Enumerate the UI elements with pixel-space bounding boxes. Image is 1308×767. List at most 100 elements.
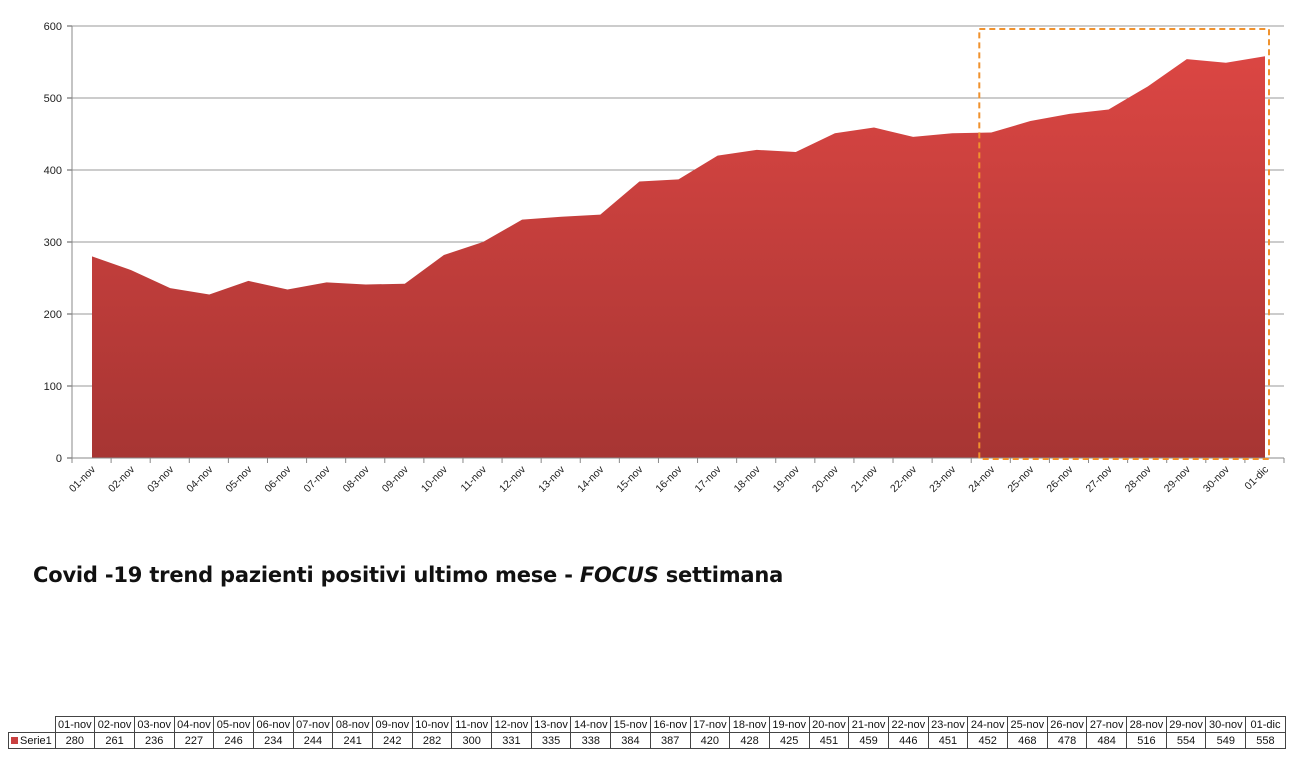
x-tick-label: 11-nov xyxy=(458,463,489,494)
x-tick-label: 20-nov xyxy=(810,463,842,495)
x-tick-label: 23-nov xyxy=(927,463,959,495)
x-tick-label: 17-nov xyxy=(693,463,725,495)
x-tick-label: 09-nov xyxy=(380,463,412,495)
table-value-cell: 261 xyxy=(94,732,135,749)
x-tick-label: 19-nov xyxy=(771,463,803,495)
table-value-cell: 484 xyxy=(1086,732,1128,749)
focus-week-highlight-box xyxy=(978,28,1270,460)
table-header-cell: 26-nov xyxy=(1046,716,1088,733)
title-prefix: Covid -19 trend pazienti positivi ultimo… xyxy=(33,563,580,587)
x-tick-label: 25-nov xyxy=(1005,463,1037,495)
x-tick-label: 27-nov xyxy=(1084,463,1116,495)
y-tick-label: 200 xyxy=(44,309,62,321)
table-header-cell: 11-nov xyxy=(451,716,493,733)
legend-swatch xyxy=(11,736,18,744)
y-tick-label: 0 xyxy=(56,453,62,465)
table-value-cell: 241 xyxy=(332,732,373,749)
chart-title: Covid -19 trend pazienti positivi ultimo… xyxy=(33,563,783,587)
table-header-cell: 23-nov xyxy=(927,716,969,733)
area-chart: 0 100 200 300 400 500 600 01-nov 02-nov 03-nov 04… xyxy=(44,21,1285,495)
table-header-cell: 12-nov xyxy=(491,716,532,733)
y-tick-label: 500 xyxy=(44,93,62,105)
x-tick-label: 02-nov xyxy=(106,463,138,495)
table-header-cell: 05-nov xyxy=(213,716,254,733)
table-header-cell: 25-nov xyxy=(1007,716,1048,733)
table-header-cell: 04-nov xyxy=(173,716,215,733)
x-tick-label: 04-nov xyxy=(184,463,216,495)
table-header-cell: 19-nov xyxy=(768,716,810,733)
table-corner xyxy=(8,716,56,733)
table-value-cell: 387 xyxy=(649,732,691,749)
table-value-cell: 244 xyxy=(292,732,334,749)
x-tick-label: 21-nov xyxy=(849,463,881,495)
table-header-cell: 20-nov xyxy=(808,716,850,733)
series-name: Serie1 xyxy=(20,734,52,747)
x-tick-label: 01-nov xyxy=(67,463,99,495)
table-header-cell: 17-nov xyxy=(689,716,731,733)
table-value-cell: 446 xyxy=(887,732,929,749)
table-value-cell: 282 xyxy=(411,732,453,749)
x-tick-label: 07-nov xyxy=(302,463,334,495)
table-value-cell: 335 xyxy=(530,732,572,749)
table-header-cell: 16-nov xyxy=(649,716,691,733)
x-tick-label: 28-nov xyxy=(1123,463,1155,495)
x-tick-label: 16-nov xyxy=(653,463,685,495)
table-value-cell: 242 xyxy=(372,732,413,749)
title-emphasis: FOCUS xyxy=(579,563,659,587)
table-header-cell: 13-nov xyxy=(530,716,572,733)
table-value-cell: 452 xyxy=(967,732,1008,749)
table-value-cell: 234 xyxy=(252,732,294,749)
table-value-cell: 468 xyxy=(1007,732,1048,749)
table-value-cell: 420 xyxy=(689,732,731,749)
x-tick-label: 13-nov xyxy=(536,463,568,495)
table-header-cell: 30-nov xyxy=(1205,716,1247,733)
table-value-cell: 236 xyxy=(133,732,175,749)
x-tick-label: 26-nov xyxy=(1044,463,1076,495)
table-header-cell: 09-nov xyxy=(372,716,413,733)
table-header-cell: 07-nov xyxy=(292,716,334,733)
table-header-cell: 06-nov xyxy=(252,716,294,733)
y-tick-label: 300 xyxy=(44,237,62,249)
table-value-cell: 338 xyxy=(570,732,612,749)
table-value-cell: 227 xyxy=(173,732,215,749)
y-tick-label: 400 xyxy=(44,165,62,177)
y-tick-label: 600 xyxy=(44,21,62,33)
title-suffix: settimana xyxy=(658,563,784,587)
x-tick-label: 08-nov xyxy=(341,463,373,495)
table-header-cell: 08-nov xyxy=(332,716,373,733)
table-value-cell: 331 xyxy=(491,732,532,749)
table-header-cell: 28-nov xyxy=(1126,716,1167,733)
table-header-cell: 22-nov xyxy=(887,716,929,733)
x-tick-label: 24-nov xyxy=(966,463,998,495)
table-header-row: 01-nov 02-nov 03-nov 04-nov 05-nov 06-nov 07-n… xyxy=(8,716,1286,733)
table-value-cell: 554 xyxy=(1165,732,1207,749)
x-tick-label: 14-nov xyxy=(575,463,607,495)
table-header-cell: 24-nov xyxy=(967,716,1008,733)
table-header-cell: 27-nov xyxy=(1086,716,1128,733)
table-value-cell: 428 xyxy=(729,732,770,749)
table-header-cell: 18-nov xyxy=(729,716,770,733)
table-value-cell: 384 xyxy=(610,732,651,749)
x-tick-label: 03-nov xyxy=(145,463,177,495)
x-tick-label: 12-nov xyxy=(497,463,529,495)
y-tick-label: 100 xyxy=(44,381,62,393)
table-row: Serie1 280 261 236 227 246 234 244 241 242 282 300 3… xyxy=(8,732,1286,749)
area-series-serie1 xyxy=(92,56,1265,459)
table-header-cell: 15-nov xyxy=(610,716,651,733)
table-header-cell: 01-dic xyxy=(1245,716,1286,733)
table-header-cell: 21-nov xyxy=(848,716,889,733)
table-value-cell: 300 xyxy=(451,732,493,749)
table-header-cell: 03-nov xyxy=(133,716,175,733)
table-header-cell: 29-nov xyxy=(1165,716,1207,733)
table-header-cell: 14-nov xyxy=(570,716,612,733)
table-value-cell: 549 xyxy=(1205,732,1247,749)
table-value-cell: 451 xyxy=(808,732,850,749)
x-tick-label: 18-nov xyxy=(732,463,764,495)
x-axis xyxy=(71,26,1285,463)
table-value-cell: 425 xyxy=(768,732,810,749)
y-axis: 0 100 200 300 400 500 600 xyxy=(44,21,72,465)
table-value-cell: 478 xyxy=(1046,732,1088,749)
data-table: 01-nov 02-nov 03-nov 04-nov 05-nov 06-nov 07-n… xyxy=(8,716,1286,749)
x-tick-label: 01-dic xyxy=(1242,464,1271,493)
table-header-cell: 02-nov xyxy=(94,716,135,733)
